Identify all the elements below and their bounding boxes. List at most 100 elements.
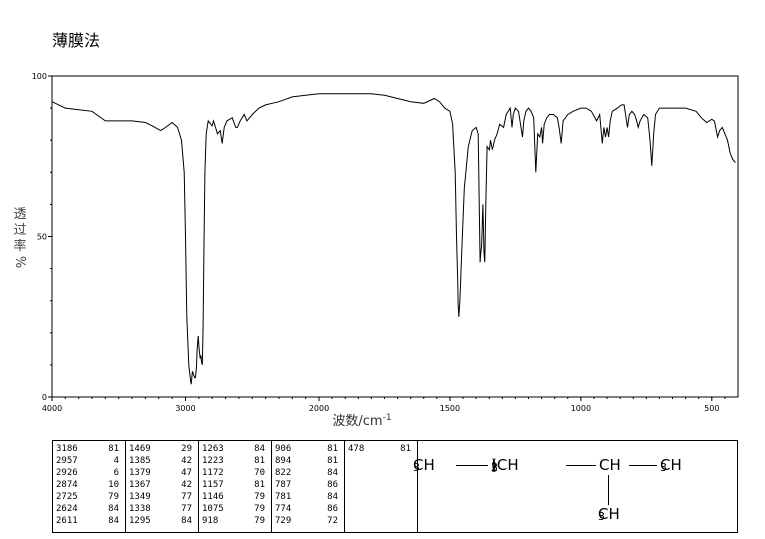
peak-table-row: 1295 84 <box>126 515 198 527</box>
peak-transmittance: 84 <box>327 492 338 502</box>
peak-table-row: 1157 81 <box>199 479 271 491</box>
peak-table-row: 1385 42 <box>126 455 198 467</box>
x-tick-label: 500 <box>704 404 719 413</box>
peak-wavenumber: 1379 <box>129 468 151 478</box>
peak-transmittance: 77 <box>181 492 192 502</box>
peak-wavenumber: 2725 <box>56 492 78 502</box>
peak-table-row: 1338 77 <box>126 503 198 515</box>
peak-wavenumber: 2611 <box>56 516 78 526</box>
peak-transmittance: 42 <box>181 456 192 466</box>
peak-transmittance: 86 <box>327 480 338 490</box>
peak-table-row: 2926 6 <box>53 467 125 479</box>
peak-transmittance: 47 <box>181 468 192 478</box>
peak-wavenumber: 2957 <box>56 456 78 466</box>
peak-table: CH 3 (CH 2) 3 CH CH 3 CH 3 3186 81 2957 4 2926 6 28… <box>52 440 738 533</box>
peak-wavenumber: 1075 <box>202 504 224 514</box>
peak-transmittance: 4 <box>113 456 119 466</box>
peak-transmittance: 81 <box>108 444 119 454</box>
peak-wavenumber: 822 <box>275 468 292 478</box>
peak-table-row: 1146 79 <box>199 491 271 503</box>
y-axis-label: 透过率% <box>12 207 27 268</box>
peak-transmittance: 84 <box>181 516 192 526</box>
peak-table-row: 1263 84 <box>199 443 271 455</box>
peak-transmittance: 81 <box>400 444 411 454</box>
peak-wavenumber: 1223 <box>202 456 224 466</box>
formula-bond-2 <box>566 465 596 466</box>
x-tick-label: 1500 <box>440 404 460 413</box>
peak-wavenumber: 729 <box>275 516 292 526</box>
plot-frame <box>51 75 739 398</box>
peak-wavenumber: 1157 <box>202 480 224 490</box>
peak-table-row: 822 84 <box>272 467 344 479</box>
peak-transmittance: 79 <box>108 492 119 502</box>
x-tick-label: 1000 <box>571 404 591 413</box>
peak-wavenumber: 1385 <box>129 456 151 466</box>
peak-transmittance: 6 <box>113 468 119 478</box>
peak-wavenumber: 2624 <box>56 504 78 514</box>
peak-table-row: 1349 77 <box>126 491 198 503</box>
peak-table-row: 1075 79 <box>199 503 271 515</box>
peak-table-row: 1469 29 <box>126 443 198 455</box>
peak-transmittance: 79 <box>254 504 265 514</box>
peak-table-row: 3186 81 <box>53 443 125 455</box>
formula-bond-3 <box>629 465 657 466</box>
peak-table-column: 478 81 <box>345 441 418 532</box>
peak-wavenumber: 1172 <box>202 468 224 478</box>
peak-table-row: 2725 79 <box>53 491 125 503</box>
x-tick-label: 4000 <box>42 404 62 413</box>
peak-wavenumber: 1146 <box>202 492 224 502</box>
peak-wavenumber: 1295 <box>129 516 151 526</box>
y-tick-label: 0 <box>42 393 47 402</box>
y-axis-label-char: % <box>12 256 27 268</box>
peak-transmittance: 10 <box>108 480 119 490</box>
peak-table-row: 2624 84 <box>53 503 125 515</box>
peak-wavenumber: 1263 <box>202 444 224 454</box>
peak-transmittance: 84 <box>327 468 338 478</box>
peak-wavenumber: 774 <box>275 504 292 514</box>
peak-wavenumber: 1469 <box>129 444 151 454</box>
formula-bond-branch <box>608 475 609 505</box>
peak-table-column: 1263 84 1223 81 1172 70 1157 81 1146 79 1075 79 918 7… <box>199 441 272 532</box>
peak-transmittance: 86 <box>327 504 338 514</box>
peak-wavenumber: 3186 <box>56 444 78 454</box>
peak-table-row: 2874 10 <box>53 479 125 491</box>
peak-transmittance: 81 <box>327 444 338 454</box>
axis-ticks: 4000 3000 2000 1500 1000 500 0 50 100 <box>32 72 726 413</box>
peak-table-row: 918 79 <box>199 515 271 527</box>
y-tick-label: 50 <box>37 233 47 242</box>
y-tick-label: 100 <box>32 72 47 81</box>
peak-transmittance: 84 <box>108 504 119 514</box>
peak-wavenumber: 1367 <box>129 480 151 490</box>
peak-transmittance: 84 <box>108 516 119 526</box>
peak-transmittance: 81 <box>254 456 265 466</box>
peak-table-row: 1367 42 <box>126 479 198 491</box>
peak-transmittance: 77 <box>181 504 192 514</box>
peak-wavenumber: 2874 <box>56 480 78 490</box>
peak-wavenumber: 1349 <box>129 492 151 502</box>
peak-table-row: 729 72 <box>272 515 344 527</box>
peak-transmittance: 29 <box>181 444 192 454</box>
y-axis-label-char: 率 <box>13 238 26 254</box>
peak-table-row: 906 81 <box>272 443 344 455</box>
peak-table-row: 1172 70 <box>199 467 271 479</box>
peak-transmittance: 84 <box>254 444 265 454</box>
peak-table-row: 774 86 <box>272 503 344 515</box>
y-axis-label-char: 透 <box>13 207 26 222</box>
formula-ch: CH <box>599 456 621 474</box>
peak-table-column: 3186 81 2957 4 2926 6 2874 10 2725 79 2624 84 2611 84 <box>53 441 126 532</box>
peak-transmittance: 81 <box>254 480 265 490</box>
series-transmittance-line <box>51 93 736 385</box>
x-tick-label: 2000 <box>309 404 329 413</box>
peak-wavenumber: 906 <box>275 444 292 454</box>
structural-formula: CH 3 (CH 2) 3 CH CH 3 CH 3 <box>413 456 682 523</box>
peak-table-row: 2611 84 <box>53 515 125 527</box>
peak-table-row: 1379 47 <box>126 467 198 479</box>
peak-wavenumber: 478 <box>348 444 365 454</box>
peak-transmittance: 81 <box>327 456 338 466</box>
ir-spectrum-chart: 4000 3000 2000 1500 1000 500 0 50 100 透过率% 波数/cm… <box>12 72 739 429</box>
plot-border <box>51 75 739 398</box>
peak-wavenumber: 894 <box>275 456 292 466</box>
peak-transmittance: 72 <box>327 516 338 526</box>
peak-transmittance: 70 <box>254 468 265 478</box>
peak-table-row: 2957 4 <box>53 455 125 467</box>
